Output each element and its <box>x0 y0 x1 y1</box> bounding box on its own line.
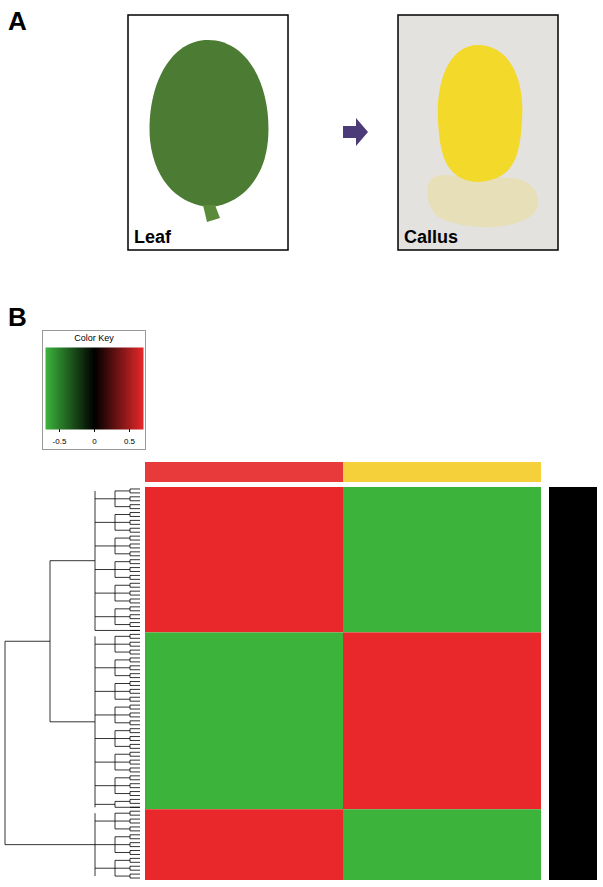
svg-text:0: 0 <box>92 437 97 446</box>
svg-text:Leaf: Leaf <box>134 227 172 247</box>
html-text:B: B <box>8 302 27 332</box>
svg-text:Callus: Callus <box>404 227 458 247</box>
svg-text:0.5: 0.5 <box>124 437 136 446</box>
html-text:A: A <box>8 6 27 36</box>
svg-text:-0.5: -0.5 <box>53 437 67 446</box>
html-text:Color Key: Color Key <box>74 333 114 343</box>
